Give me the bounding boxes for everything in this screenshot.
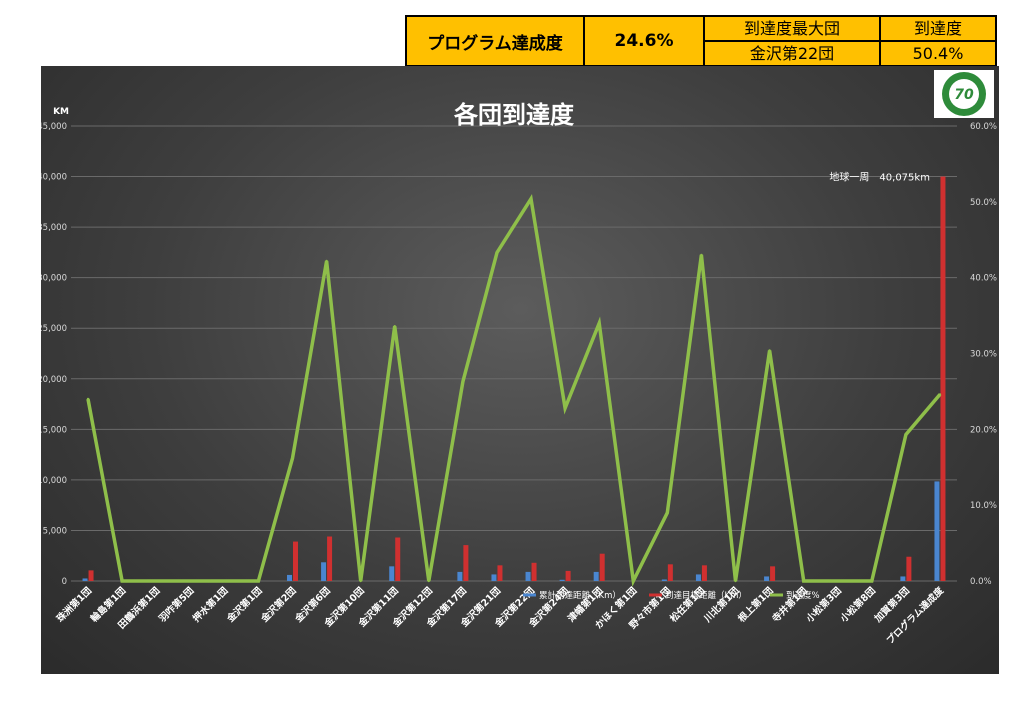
y-tick-right: 50.0% <box>970 198 997 208</box>
program-label: プログラム達成度 <box>405 15 585 67</box>
chart-title: 各団到達度 <box>453 101 575 129</box>
bar-target <box>770 566 776 581</box>
rate-value: 50.4% <box>879 40 997 67</box>
line-point <box>291 456 294 460</box>
y-tick-left: 20,000 <box>41 375 67 385</box>
line-point <box>734 579 737 583</box>
y-tick-right: 30.0% <box>970 350 997 360</box>
bar-cumulative <box>764 576 770 581</box>
bar-target <box>327 536 333 581</box>
y-tick-left: 25,000 <box>41 324 67 334</box>
line-point <box>461 380 465 383</box>
x-tick-label: 金沢第2団 <box>258 585 299 626</box>
y-tick-left: 40,000 <box>41 173 67 183</box>
x-tick-label: プログラム達成度 <box>884 584 946 646</box>
legend-target: 到達目標距離（Km） <box>665 590 747 601</box>
bar-cumulative <box>661 579 667 581</box>
line-point <box>597 321 601 325</box>
line-point <box>393 325 396 328</box>
bar-cumulative <box>389 566 395 581</box>
max-group-value: 金沢第22団 <box>703 40 881 67</box>
legend-rate: 到達度% <box>786 590 820 601</box>
max-group-header: 到達度最大団 <box>703 15 881 42</box>
x-tick-label: 押水第1団 <box>190 585 230 625</box>
bar-target <box>395 537 401 581</box>
series-line-rate <box>86 193 942 587</box>
line-point <box>359 579 362 583</box>
bar-cumulative <box>457 571 463 581</box>
line-point <box>802 579 805 583</box>
line-point <box>325 259 328 263</box>
y-tick-right: 40.0% <box>970 274 997 284</box>
svg-text:70: 70 <box>954 87 974 103</box>
line-point <box>189 579 192 583</box>
bar-cumulative <box>82 578 88 581</box>
line-point <box>86 397 90 401</box>
chart-svg: 0 5,000 10,000 15,000 20,000 25,000 30,000 35,0… <box>41 101 997 647</box>
line-point <box>938 393 942 396</box>
line-point <box>904 433 908 436</box>
line-point <box>223 579 226 583</box>
bar-cumulative <box>491 574 497 581</box>
x-tick-label: 珠洲第1団 <box>54 585 94 625</box>
bar-target <box>531 562 537 581</box>
bar-target <box>906 556 912 581</box>
line-point <box>836 579 839 583</box>
y-tick-left: 30,000 <box>41 274 67 284</box>
line-point <box>666 511 669 514</box>
y-axis-label: KM <box>53 107 69 117</box>
bar-target <box>940 176 946 582</box>
line-point <box>529 197 533 200</box>
y-tick-right: 20.0% <box>970 425 997 435</box>
bar-cumulative <box>287 574 292 581</box>
summary-table: プログラム達成度 24.6% 到達度最大団 到達度 金沢第22団 50.4% <box>405 15 997 67</box>
y-tick-right: 0.0% <box>970 577 992 587</box>
bar-target <box>565 570 571 581</box>
line-point <box>154 579 158 583</box>
line-point <box>870 579 874 583</box>
bar-cumulative <box>593 571 599 581</box>
bar-cumulative <box>559 579 565 581</box>
program-value: 24.6% <box>583 15 705 67</box>
bar-target <box>293 541 298 581</box>
x-tick-label: 小松第8団 <box>837 585 878 626</box>
line-point <box>700 253 703 257</box>
bar-target <box>88 570 94 581</box>
x-tick-label: 羽咋第5団 <box>156 585 196 625</box>
line-point <box>768 349 771 352</box>
bar-cumulative <box>934 481 940 581</box>
y-tick-left: 5,000 <box>43 526 67 536</box>
annotation-earth: 地球一周 40,075km <box>829 171 930 184</box>
bar-target <box>599 553 605 581</box>
bar-cumulative <box>321 562 327 581</box>
y-tick-left: 35,000 <box>41 223 67 233</box>
anniversary-logo: 70 <box>934 70 994 118</box>
y-tick-left: 0 <box>62 577 67 587</box>
rate-header: 到達度 <box>879 15 997 42</box>
chart-panel: 0 5,000 10,000 15,000 20,000 25,000 30,000 35,0… <box>41 66 999 674</box>
bar-target <box>667 564 673 581</box>
legend-cumulative: 累計到達距離（Km） <box>539 590 621 601</box>
line-point <box>632 579 635 583</box>
bar-target <box>497 565 503 581</box>
line-point <box>257 579 260 583</box>
bar-cumulative <box>900 576 906 581</box>
line-point <box>563 406 567 410</box>
y-tick-right: 60.0% <box>970 122 997 132</box>
bar-target <box>701 565 707 581</box>
line-point <box>495 251 499 254</box>
line-point <box>427 579 431 583</box>
line-point <box>120 579 124 583</box>
y-tick-left: 15,000 <box>41 425 67 435</box>
bar-cumulative <box>525 571 531 581</box>
x-tick-label: 金沢第1団 <box>224 585 265 626</box>
bar-target <box>463 545 469 581</box>
y-tick-left: 45,000 <box>41 122 67 132</box>
y-tick-right: 10.0% <box>970 501 997 511</box>
bar-cumulative <box>695 574 701 581</box>
y-tick-left: 10,000 <box>41 476 67 486</box>
